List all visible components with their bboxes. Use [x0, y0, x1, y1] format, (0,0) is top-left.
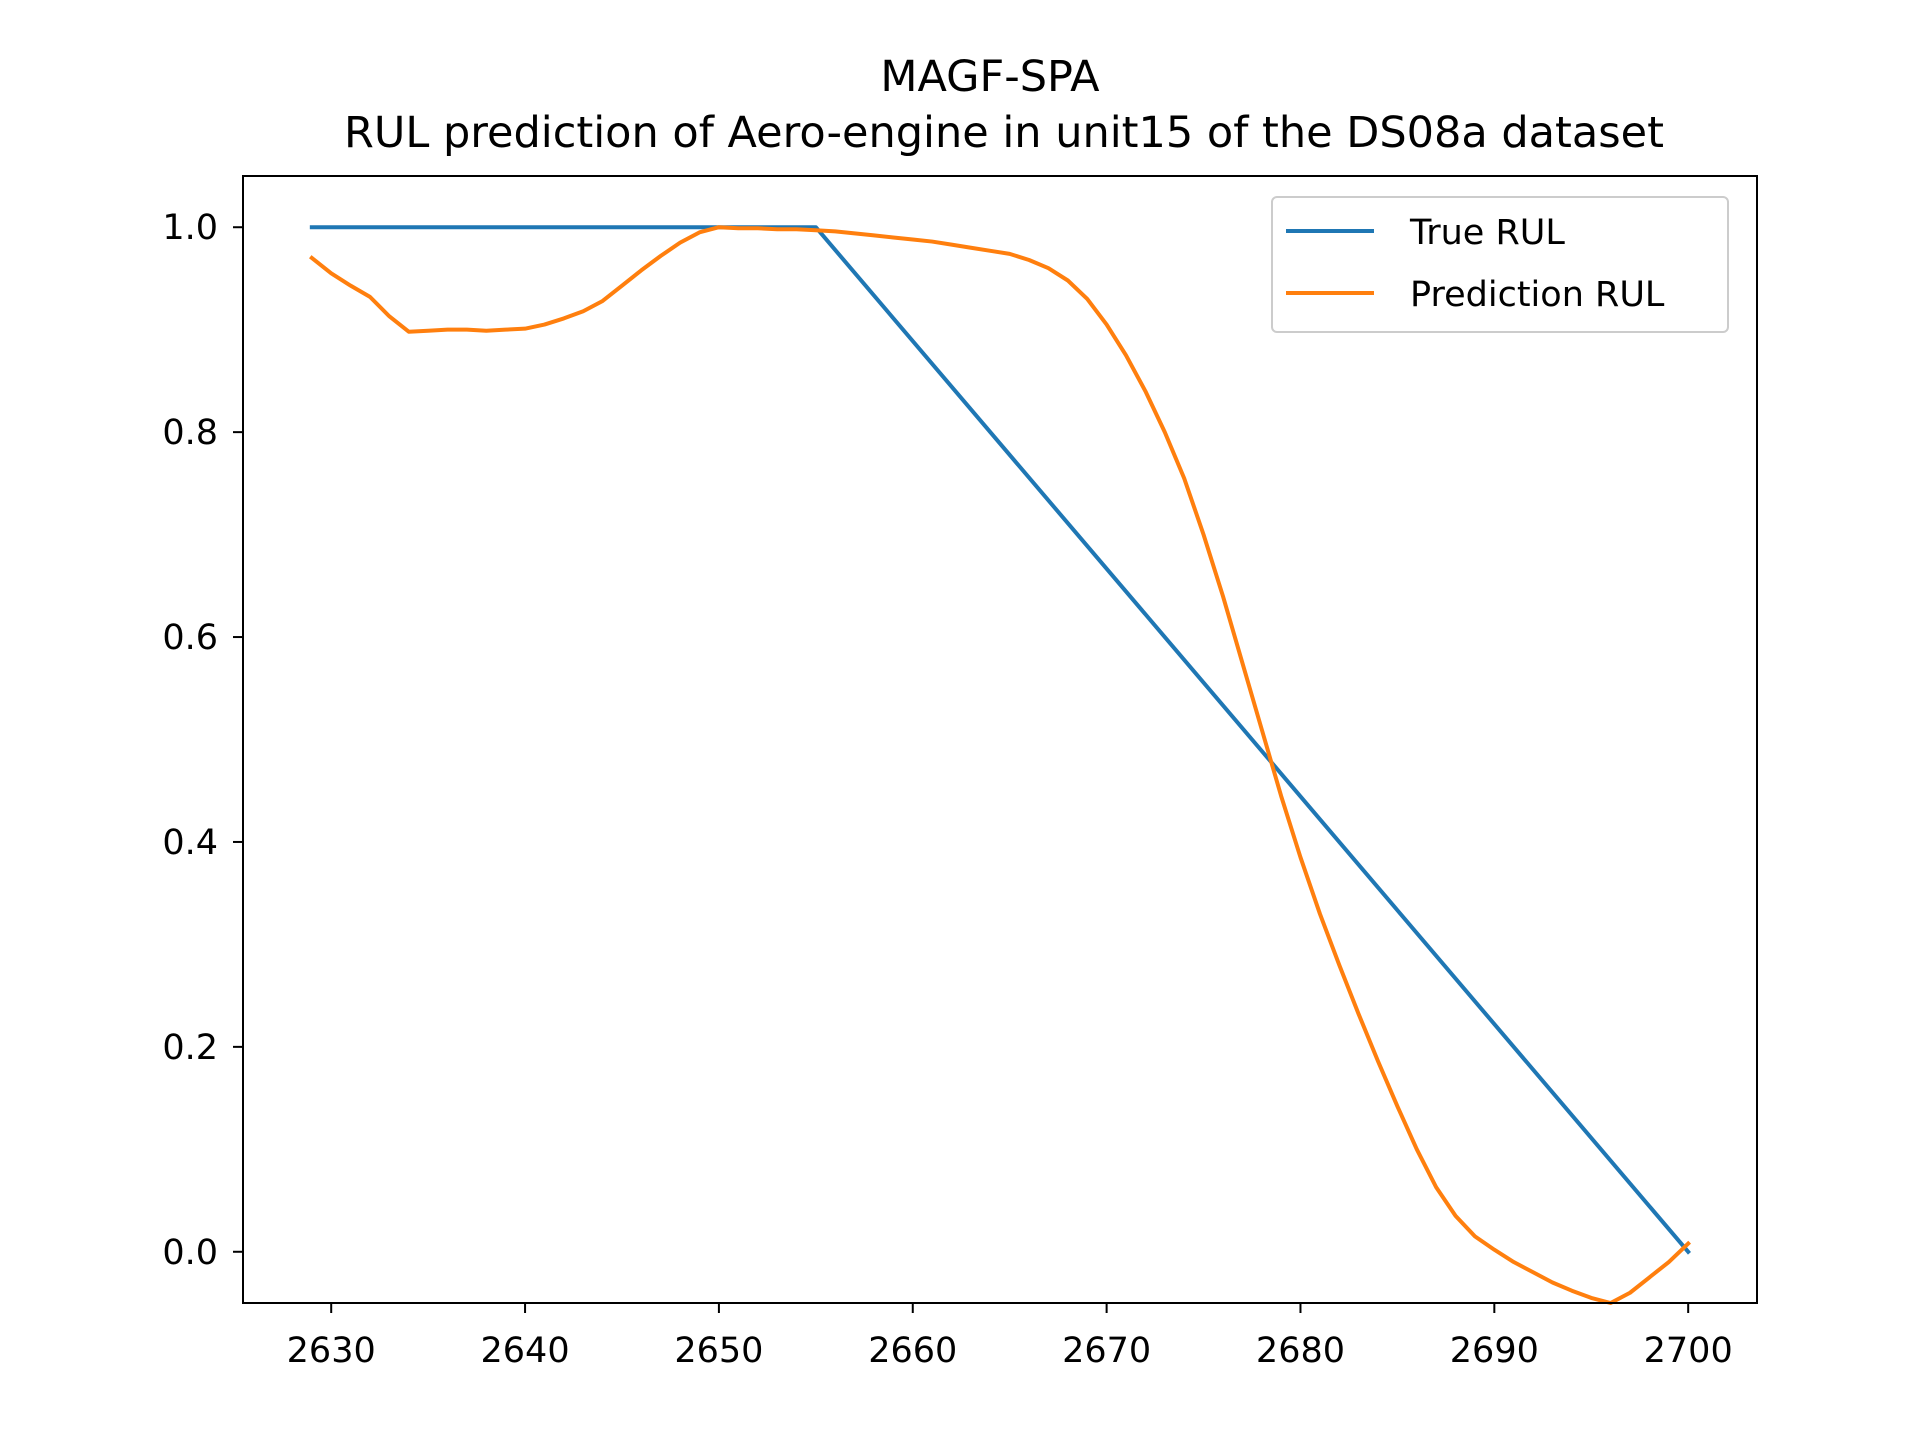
y-tick-label: 0.4: [162, 823, 218, 863]
y-tick-label: 0.2: [162, 1028, 218, 1068]
chart-title: MAGF-SPA: [880, 52, 1100, 102]
legend-prediction-rul-label: Prediction RUL: [1410, 275, 1665, 315]
legend-true-rul-label: True RUL: [1409, 213, 1565, 253]
x-tick-label: 2670: [1062, 1331, 1151, 1371]
prediction-rul-line: [309, 225, 1692, 1305]
x-tick-label: 2690: [1450, 1331, 1539, 1371]
axes-layer: 2630 2640 2650 2660 2670 2680 2690 2700 0.0 0.2 0.…: [162, 175, 1758, 1371]
x-tick-label: 2640: [481, 1331, 570, 1371]
x-tick-label: 2630: [287, 1331, 376, 1371]
y-tick-label: 0.8: [162, 413, 218, 453]
y-tick-label: 0.6: [162, 618, 218, 658]
x-tick-label: 2680: [1256, 1331, 1345, 1371]
x-tick-label: 2650: [674, 1331, 763, 1371]
x-tick-label: 2660: [868, 1331, 957, 1371]
y-tick-label: 0.0: [162, 1233, 218, 1273]
legend-box: [1271, 196, 1729, 333]
x-tick-label: 2700: [1644, 1331, 1733, 1371]
true-rul-line: [309, 225, 1691, 1255]
series-layer: [309, 225, 1692, 1305]
plot-frame: [242, 175, 1758, 1304]
legend: True RUL Prediction RUL: [1271, 196, 1729, 333]
y-tick-label: 1.0: [162, 208, 218, 248]
chart-subtitle: RUL prediction of Aero-engine in unit15 …: [344, 108, 1664, 158]
